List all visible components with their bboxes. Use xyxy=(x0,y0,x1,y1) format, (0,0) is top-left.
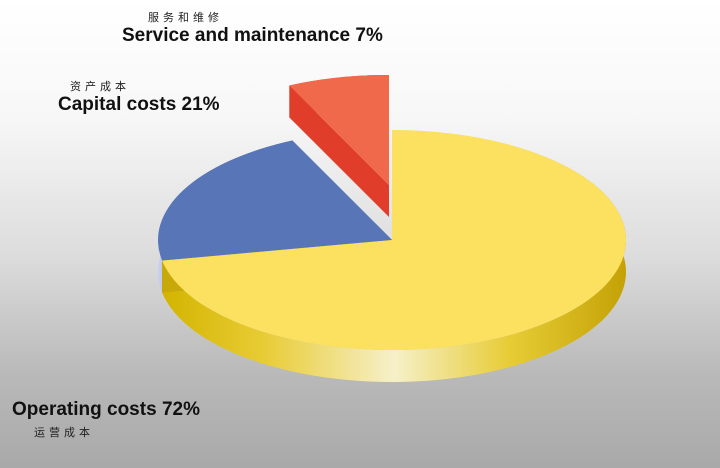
service-label-zh: 服务和维修 xyxy=(148,11,223,24)
service-label-en: Service and maintenance 7% xyxy=(122,25,383,47)
capital-label: 资产成本 Capital costs 21% xyxy=(58,80,220,116)
slice-top-operating-costs xyxy=(162,130,626,350)
operating-label-en: Operating costs 72% xyxy=(12,399,200,421)
slice-top-service-and-maintenance xyxy=(289,75,389,185)
capital-label-zh: 资产成本 xyxy=(70,80,130,93)
capital-label-en: Capital costs 21% xyxy=(58,94,220,116)
slice-top-capital-costs xyxy=(157,140,392,261)
service-label: 服务和维修 Service and maintenance 7% xyxy=(122,11,383,47)
service-label-percent: 7% xyxy=(355,25,383,46)
slice-wall-service-and-maintenance-0 xyxy=(289,85,389,217)
service-label-name: Service and maintenance xyxy=(122,25,351,46)
operating-label-percent: 72% xyxy=(161,399,200,420)
capital-label-percent: 21% xyxy=(181,94,220,115)
capital-label-name: Capital costs xyxy=(58,94,177,115)
operating-label-name: Operating costs xyxy=(12,399,157,420)
operating-label-zh: 运营成本 xyxy=(34,426,94,439)
operating-label: Operating costs 72% 运营成本 xyxy=(12,399,200,440)
